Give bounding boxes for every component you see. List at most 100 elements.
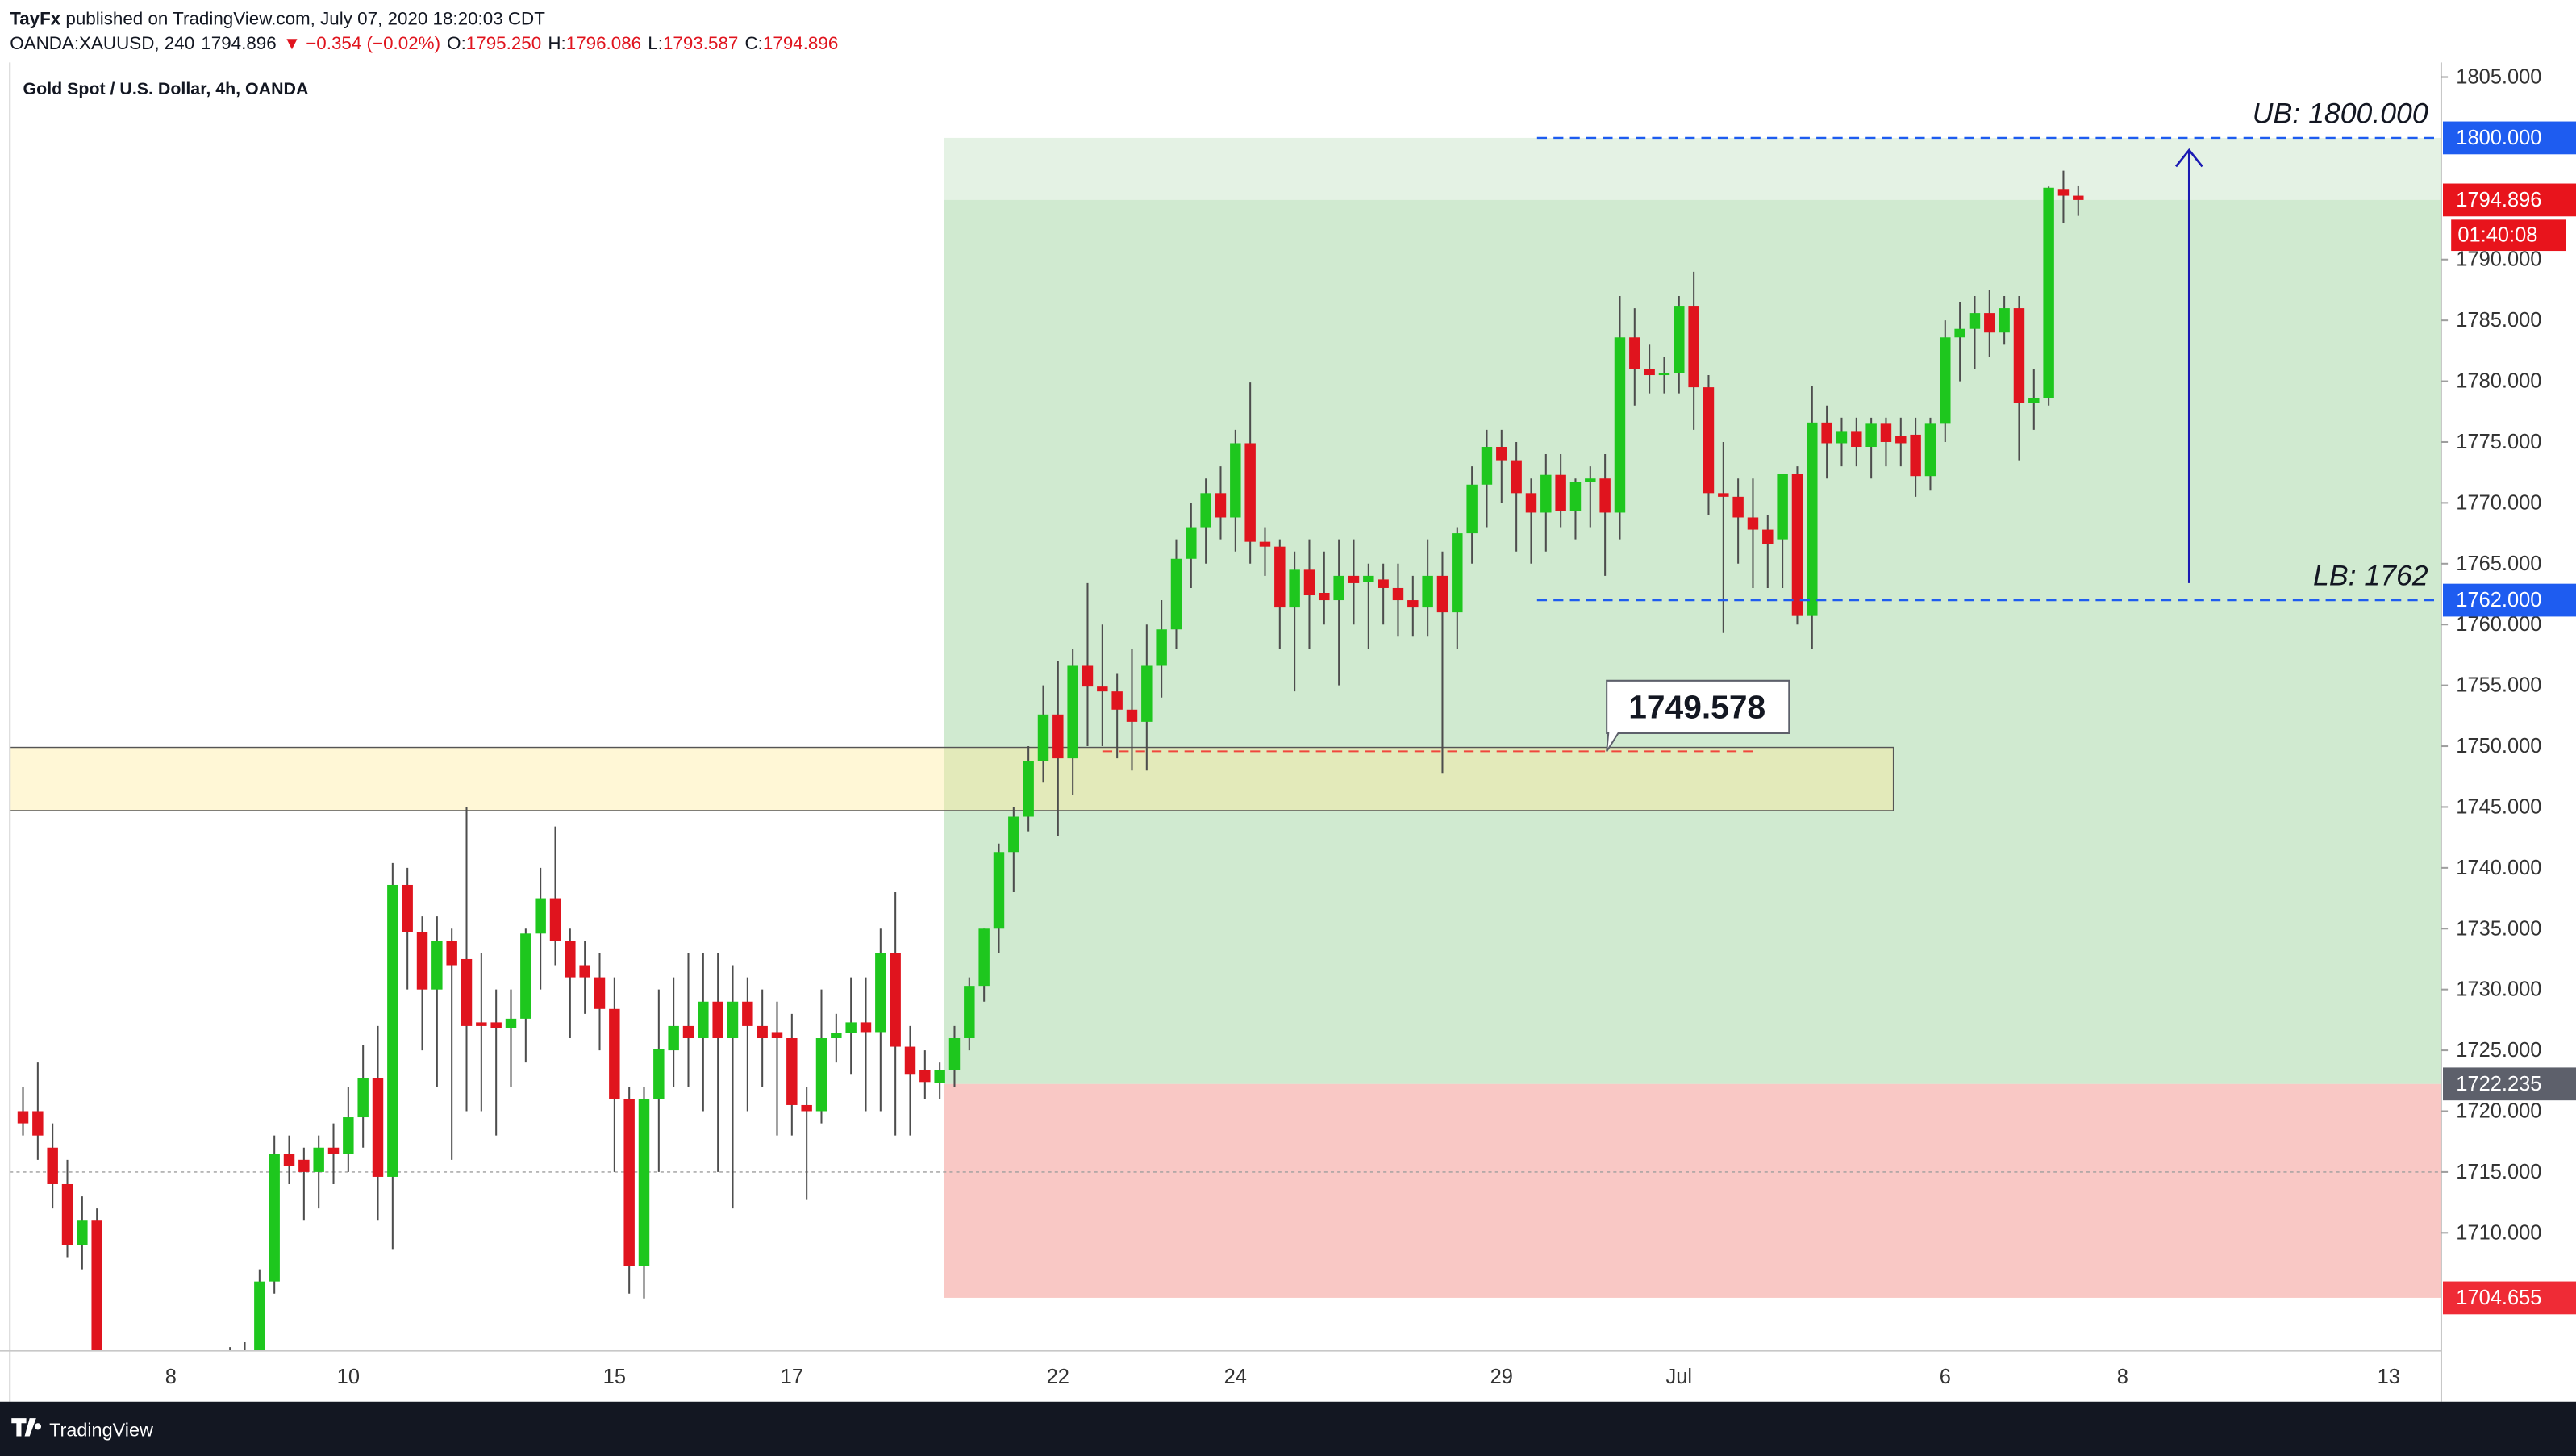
candle-body [402,884,413,932]
candle-body [934,1070,945,1083]
candle-body [490,1022,502,1028]
candle-body [343,1117,354,1154]
candle-body [1777,474,1788,540]
candle-body [1215,493,1227,518]
candle-body [638,1099,650,1266]
candle-body [1880,423,1892,442]
published: published on TradingView.com, July 07, 2… [65,8,545,28]
ohlc-value: 1794.896 [763,32,838,52]
candle-body [1555,474,1566,511]
candle-body [372,1078,384,1177]
candle-body [1791,474,1803,616]
plot-area: UB: 1800.000 LB: 1762 1749.578 [10,97,2441,1351]
candle-body [1259,541,1271,547]
level-label: 1800.000 [2456,127,2541,149]
y-tick-label: 1760.000 [2456,613,2541,636]
candle-body [32,1111,44,1136]
candle-body [1082,665,1094,687]
chart-title: Gold Spot / U.S. Dollar, 4h, OANDA [23,79,309,98]
stop-box [2443,1281,2576,1315]
candle-body [1348,575,1360,583]
candle-body [801,1104,812,1112]
candle-body [1851,431,1862,448]
entry-box [2443,1067,2576,1101]
level-text: LB: 1762 [2313,559,2428,591]
candle-body [1999,308,2010,333]
candle-body [1392,587,1404,601]
y-tick-label: 1730.000 [2456,978,2541,1001]
candle-body [1940,337,1951,424]
candle-body [1821,422,1832,444]
stop-label: 1704.655 [2456,1287,2541,1309]
current-price-label: 1794.896 [2456,189,2541,211]
ohlc-value: 1796.086 [566,32,641,52]
ohlc-value: 1795.250 [466,32,541,52]
candle-body [2073,195,2084,200]
candle-body [1289,569,1300,608]
x-tick-label: 8 [165,1366,177,1388]
candle-body [698,1001,709,1039]
candle-body [1954,328,1965,338]
candle-body [875,953,886,1033]
candle-body [313,1147,324,1172]
x-tick-label: 29 [1490,1366,1513,1388]
y-tick-label: 1725.000 [2456,1039,2541,1062]
candle-body [1807,422,1818,616]
candle-body [1200,493,1211,528]
candle-body [1319,592,1330,601]
y-tick-label: 1805.000 [2456,66,2541,89]
countdown-label: 01:40:08 [2457,224,2537,247]
candle-body [623,1099,635,1266]
candle-body [1496,447,1507,461]
candle-body [1037,714,1049,761]
candle-body [1747,517,1759,530]
publish-line: TayFx published on TradingView.com, July … [10,8,545,28]
candle-body [1274,546,1286,608]
level-box [2443,121,2576,155]
candle-body [461,958,473,1026]
candle-body [1378,579,1389,588]
candle-body [1629,337,1640,369]
candle-body [1333,575,1344,601]
axes: 1805.000 1790.000 1785.000 1780.000 1775.000… [165,66,2576,1388]
candle-body [1067,665,1078,759]
candle-body [269,1154,280,1282]
ohlc-label: H: [548,32,565,52]
candle-body [1481,447,1493,485]
candle-body [1984,313,1995,333]
candle-body [254,1281,265,1351]
candle-body [786,1038,798,1105]
candle-body [1141,665,1153,722]
y-tick-label: 1775.000 [2456,431,2541,453]
candle-body [1111,691,1123,710]
candle-body [1452,533,1463,613]
candle-body [1910,434,1921,477]
y-tick-label: 1740.000 [2456,857,2541,879]
candle-body [1732,496,1744,518]
candle-body [860,1022,872,1033]
symbol: OANDA:XAUUSD, 240 [10,32,194,52]
candle-body [416,932,428,990]
x-tick-label: 17 [781,1366,803,1388]
candle-body [1718,493,1729,497]
candle-body [1008,816,1019,853]
candle-body [1569,482,1582,511]
candle-body [904,1046,916,1075]
candle-body [1525,493,1537,513]
y-tick-label: 1765.000 [2456,553,2541,575]
candle-body [520,933,531,1019]
candle-body [1895,436,1907,444]
candle-body [609,1008,620,1099]
y-tick-label: 1710.000 [2456,1221,2541,1244]
y-tick-label: 1780.000 [2456,370,2541,393]
candle-body [712,1001,723,1039]
candle-body [1762,529,1774,544]
candle-body [771,1032,783,1039]
level-text: UB: 1800.000 [2253,97,2428,129]
arrow-head [2174,148,2203,168]
candle-body [61,1183,73,1245]
last-price: 1794.896 [201,32,276,52]
author: TayFx [10,8,61,28]
